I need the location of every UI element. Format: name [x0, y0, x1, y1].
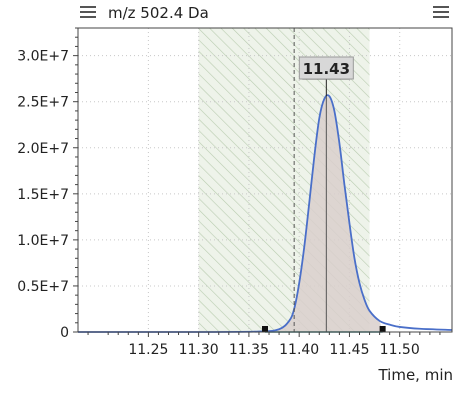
hamburger-menu-icon[interactable]	[80, 6, 96, 20]
baseline-endpoint-marker	[262, 326, 268, 332]
x-tick-label: 11.50	[380, 342, 420, 358]
x-tick-label: 11.35	[229, 342, 269, 358]
chromatogram-series-line	[77, 94, 453, 333]
peak-area	[265, 96, 383, 332]
chart-title: m/z 502.4 Da	[108, 4, 209, 22]
y-tick-label: 2.5E+7	[17, 95, 69, 111]
hamburger-menu-icon[interactable]	[433, 6, 449, 20]
peak-label: 11.43	[303, 60, 350, 78]
y-tick-label: 0.5E+7	[17, 279, 69, 295]
y-tick-label: 1.0E+7	[17, 233, 69, 249]
x-tick-label: 11.25	[128, 342, 168, 358]
peak-label-box	[298, 56, 354, 80]
y-tick-label: 3.0E+7	[17, 49, 69, 65]
x-axis-label: Time, min	[378, 366, 453, 384]
y-tick-label: 1.5E+7	[17, 187, 69, 203]
plot-frame	[77, 27, 453, 333]
x-tick-label: 11.30	[179, 342, 219, 358]
x-tick-label: 11.45	[329, 342, 369, 358]
x-tick-label: 11.40	[279, 342, 319, 358]
y-tick-label: 2.0E+7	[17, 141, 69, 157]
baseline-endpoint-marker	[379, 326, 386, 332]
y-tick-label: 0	[60, 325, 69, 341]
